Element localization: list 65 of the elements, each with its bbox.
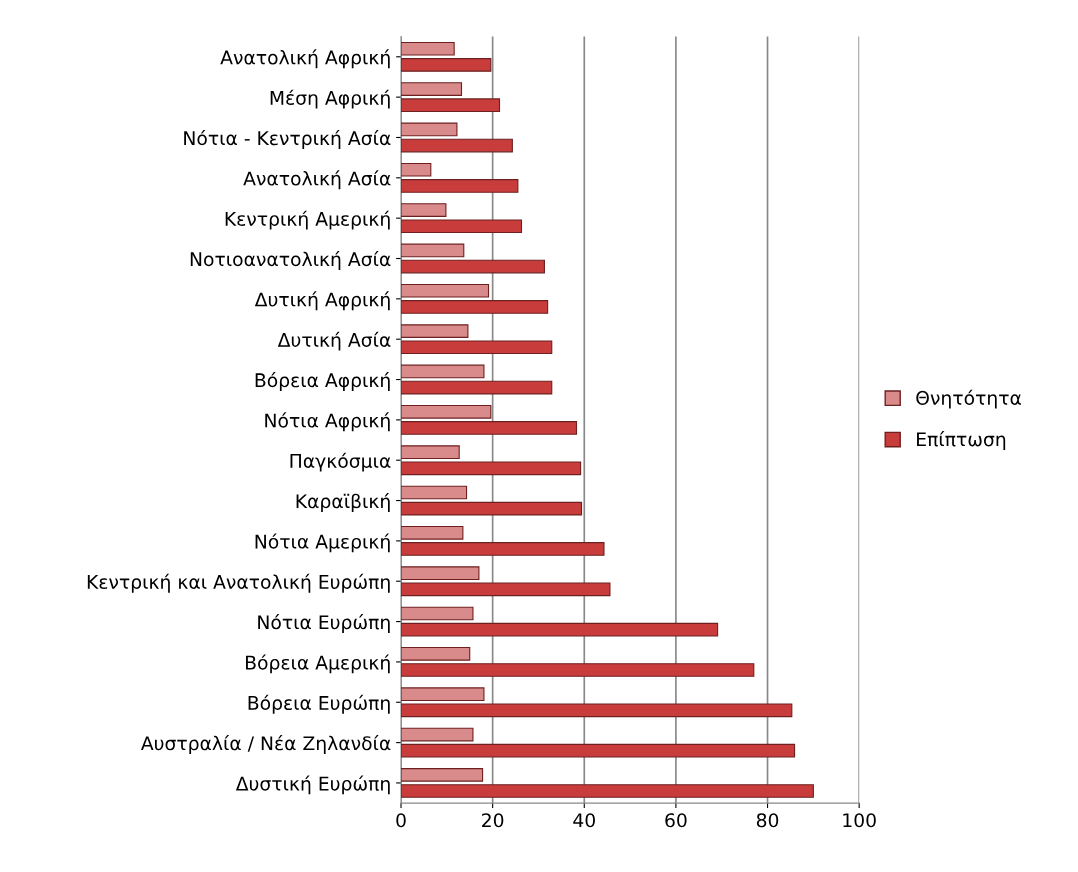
bar bbox=[401, 219, 523, 234]
bar bbox=[401, 647, 471, 661]
bar bbox=[401, 461, 582, 476]
bar bbox=[401, 300, 549, 314]
bar bbox=[401, 162, 432, 177]
bar bbox=[401, 122, 458, 137]
bar bbox=[401, 340, 553, 355]
legend-label: Θνητότητα bbox=[916, 389, 1021, 409]
bar bbox=[401, 138, 513, 153]
bar bbox=[401, 622, 719, 637]
bar bbox=[401, 82, 463, 96]
y-tick-label: Καραϊβική bbox=[296, 493, 390, 512]
bar bbox=[401, 179, 519, 193]
bar bbox=[401, 768, 484, 782]
bar bbox=[401, 582, 611, 597]
bar bbox=[401, 203, 447, 217]
bar bbox=[401, 525, 464, 540]
bar bbox=[401, 243, 465, 258]
y-tick-label: Μέση Αφρική bbox=[270, 89, 390, 109]
x-tick-label: 20 bbox=[482, 813, 504, 828]
y-tick-label: Παγκόσμια bbox=[290, 452, 391, 472]
bar bbox=[401, 542, 605, 556]
y-tick-label: Δυστική Ευρώπη bbox=[235, 775, 390, 795]
bar bbox=[401, 687, 485, 702]
y-tick-label: Βόρεια Ευρώπη bbox=[248, 694, 390, 714]
x-tick-label: 0 bbox=[396, 813, 406, 828]
y-tick-label: Δυτική Αφρική bbox=[254, 291, 390, 311]
y-tick-label: Κεντρική και Ανατολική Ευρώπη bbox=[87, 573, 390, 593]
x-tick-label: 60 bbox=[665, 813, 687, 828]
bar bbox=[401, 41, 455, 56]
bar bbox=[401, 58, 492, 72]
x-tick-label: 40 bbox=[573, 813, 595, 828]
bar bbox=[401, 727, 474, 742]
x-tick-label: 80 bbox=[756, 813, 779, 828]
y-tick-label: Νοτιοανατολική Ασία bbox=[190, 251, 391, 270]
bar bbox=[401, 445, 460, 459]
x-tick-label: 100 bbox=[843, 813, 876, 828]
legend-label: Επίπτωση bbox=[917, 431, 1006, 451]
bar bbox=[401, 485, 468, 500]
bar bbox=[401, 98, 501, 113]
y-tick-label: Ανατολική Ασία bbox=[243, 170, 391, 190]
bar bbox=[401, 703, 793, 718]
bar bbox=[401, 404, 492, 419]
bar bbox=[401, 283, 490, 298]
y-tick-label: Νότια Αφρική bbox=[265, 412, 390, 432]
y-tick-label: Βόρεια Αφρική bbox=[255, 372, 390, 391]
y-tick-label: Νότια - Κεντρική Ασία bbox=[184, 129, 391, 149]
bar bbox=[401, 259, 545, 274]
y-tick-label: Νότια Ευρώπη bbox=[258, 614, 390, 633]
bar bbox=[401, 606, 474, 621]
y-tick-label: Νότια Αμερική bbox=[255, 533, 390, 553]
bar bbox=[401, 421, 578, 435]
bar bbox=[401, 364, 485, 379]
y-tick-label: Αυστραλία / Νέα Ζηλανδία bbox=[140, 735, 391, 754]
bar bbox=[401, 566, 480, 581]
bar bbox=[401, 380, 553, 395]
y-tick-label: Βόρεια Αμερική bbox=[246, 654, 390, 674]
y-tick-label: Κεντρική Αμερική bbox=[225, 210, 390, 230]
bar bbox=[401, 324, 469, 338]
bar bbox=[401, 501, 583, 516]
bar bbox=[401, 784, 814, 798]
bar bbox=[401, 743, 796, 758]
y-tick-label: Ανατολική Αφρική bbox=[220, 49, 390, 69]
bar bbox=[401, 663, 755, 677]
y-tick-label: Δυτική Ασία bbox=[277, 331, 391, 351]
